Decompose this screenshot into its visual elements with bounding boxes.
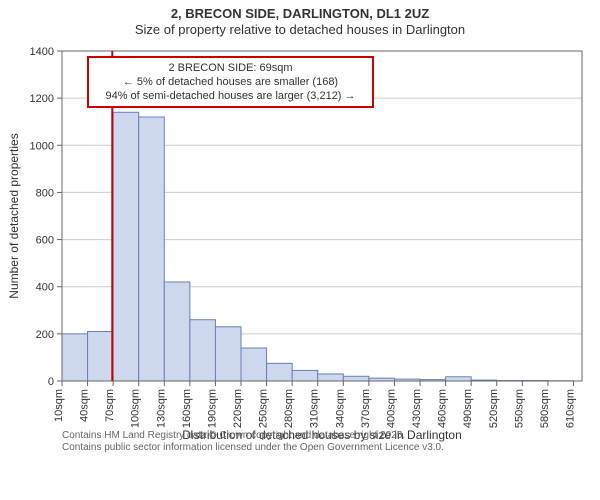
x-tick-label: 100sqm	[130, 389, 142, 428]
histogram-bar	[446, 376, 472, 380]
y-tick-label: 0	[48, 376, 54, 388]
x-tick-label: 310sqm	[309, 389, 321, 428]
x-tick-label: 370sqm	[360, 389, 372, 428]
callout-line: 2 BRECON SIDE: 69sqm	[168, 62, 292, 74]
y-axis-label: Number of detached properties	[7, 133, 21, 298]
x-tick-label: 430sqm	[411, 389, 423, 428]
histogram-bar	[190, 319, 216, 380]
footnote-line1: Contains HM Land Registry data © Crown c…	[62, 430, 444, 443]
histogram-svg: 0 200 400 600 800 1000 1200 1400 10sqm 40sqm 70sqm…	[0, 39, 600, 459]
histogram-bar	[164, 282, 190, 381]
histogram-bar	[318, 373, 344, 380]
x-tick-label: 40sqm	[79, 389, 91, 422]
callout-line: ← 5% of detached houses are smaller (168…	[123, 76, 338, 88]
x-tick-label: 70sqm	[104, 389, 116, 422]
chart-area: 0 200 400 600 800 1000 1200 1400 10sqm 40sqm 70sqm…	[0, 39, 600, 459]
histogram-bar	[343, 376, 369, 381]
x-tick-label: 220sqm	[232, 389, 244, 428]
chart-title-line2: Size of property relative to detached ho…	[0, 22, 600, 38]
y-tick-label: 1400	[30, 46, 54, 58]
x-tick-label: 280sqm	[283, 389, 295, 428]
x-tick-label: 490sqm	[462, 389, 474, 428]
histogram-bar	[62, 333, 88, 380]
histogram-bar	[113, 112, 139, 381]
x-tick-label: 160sqm	[181, 389, 193, 428]
y-tick-label: 800	[36, 187, 54, 199]
callout-line: 94% of semi-detached houses are larger (…	[105, 90, 355, 102]
y-tick-label: 1200	[30, 93, 54, 105]
x-tick-label: 250sqm	[258, 389, 270, 428]
x-tick-label: 610sqm	[564, 389, 576, 428]
y-tick-label: 1000	[30, 140, 54, 152]
chart-title-line1: 2, BRECON SIDE, DARLINGTON, DL1 2UZ	[0, 6, 600, 22]
histogram-bar	[292, 370, 318, 381]
histogram-bar	[88, 331, 114, 381]
histogram-bar	[139, 117, 165, 381]
chart-title-block: 2, BRECON SIDE, DARLINGTON, DL1 2UZ Size…	[0, 0, 600, 39]
x-tick-label: 520sqm	[488, 389, 500, 428]
x-tick-label: 130sqm	[155, 389, 167, 428]
x-tick-label: 400sqm	[385, 389, 397, 428]
x-tick-label: 340sqm	[334, 389, 346, 428]
x-tick-label: 190sqm	[206, 389, 218, 428]
footnote: Contains HM Land Registry data © Crown c…	[62, 430, 444, 455]
x-tick-label: 580sqm	[539, 389, 551, 428]
histogram-bar	[267, 363, 293, 381]
y-tick-label: 400	[36, 281, 54, 293]
y-tick-label: 600	[36, 234, 54, 246]
x-tick-label: 10sqm	[53, 389, 65, 422]
y-tick-label: 200	[36, 328, 54, 340]
x-tick-label: 460sqm	[437, 389, 449, 428]
footnote-line2: Contains public sector information licen…	[62, 442, 444, 455]
histogram-bar	[215, 326, 241, 380]
histogram-bar	[241, 348, 267, 381]
x-tick-label: 550sqm	[513, 389, 525, 428]
